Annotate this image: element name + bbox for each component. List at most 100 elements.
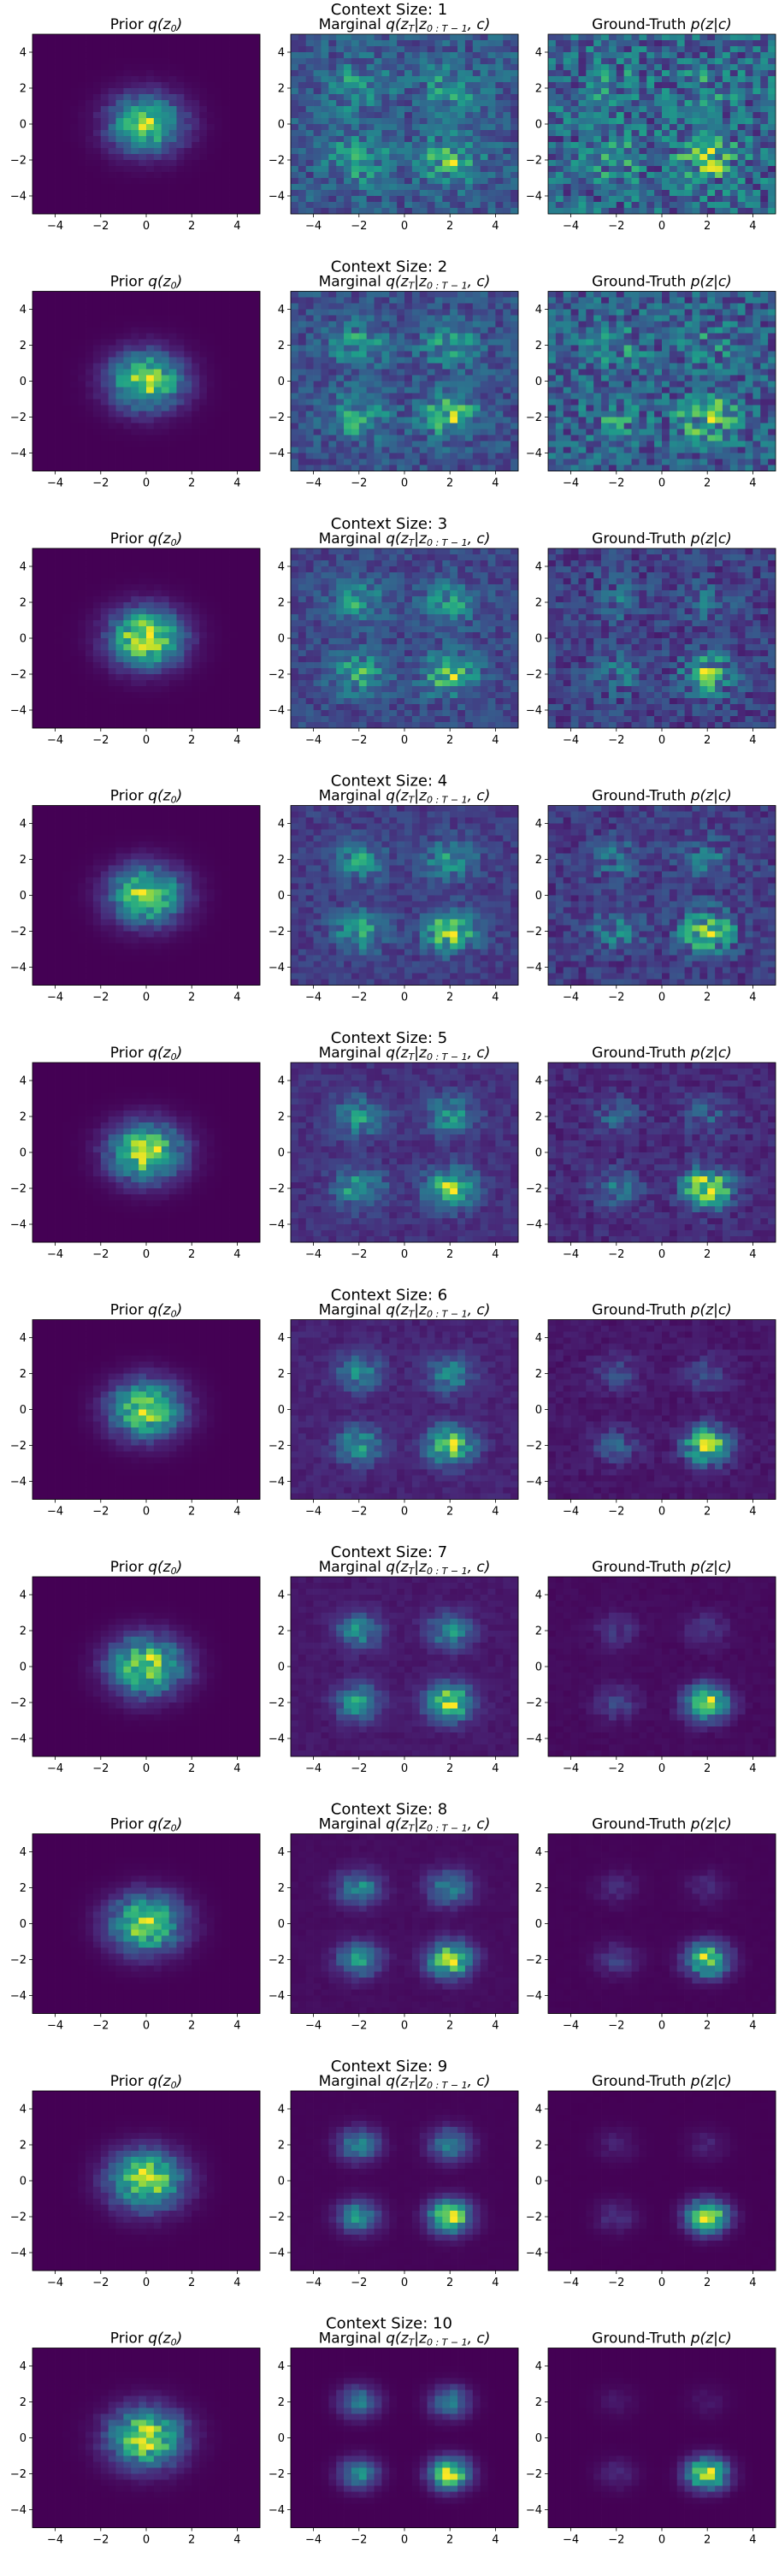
heatmap-cell <box>306 166 314 172</box>
heatmap-cell <box>146 166 154 172</box>
heatmap-cell <box>176 400 184 406</box>
heatmap-cell <box>351 184 359 190</box>
heatmap-cell <box>40 429 48 435</box>
heatmap-cell <box>375 423 382 429</box>
heatmap-cell <box>215 334 222 340</box>
heatmap-cell <box>495 64 503 70</box>
heatmap-cell <box>306 196 314 202</box>
heatmap-cell <box>768 142 776 148</box>
heatmap-cell <box>738 292 746 298</box>
heatmap-cell <box>359 172 367 178</box>
heatmap-cell <box>428 184 435 190</box>
heatmap-cell <box>768 202 776 208</box>
heatmap-cell <box>617 310 624 316</box>
heatmap-cell <box>169 190 177 196</box>
heatmap-cell <box>367 40 375 46</box>
heatmap-cell <box>707 172 715 178</box>
heatmap-cell <box>510 352 518 358</box>
heatmap-cell <box>146 322 154 328</box>
heatmap-cell <box>32 298 40 304</box>
heatmap-cell <box>723 322 730 328</box>
heatmap-cell <box>40 328 48 334</box>
heatmap-cell <box>70 370 78 376</box>
heatmap-cell <box>586 310 593 316</box>
heatmap-cell <box>199 40 207 46</box>
heatmap-cell <box>291 172 298 178</box>
heatmap-cell <box>677 322 685 328</box>
heatmap-cell <box>760 148 768 154</box>
heatmap-cell <box>450 423 457 429</box>
heatmap-cell <box>389 316 397 322</box>
heatmap-cell <box>465 364 473 370</box>
heatmap-cell <box>237 58 245 64</box>
heatmap-cell <box>481 46 488 52</box>
heatmap-cell <box>70 322 78 328</box>
heatmap-cell <box>510 435 518 441</box>
heatmap-cell <box>154 298 162 304</box>
heatmap-cell <box>291 58 298 64</box>
heatmap-cell <box>245 172 252 178</box>
heatmap-cell <box>685 88 693 94</box>
heatmap-cell <box>670 106 677 112</box>
heatmap-cell <box>609 112 617 118</box>
heatmap-cell <box>184 322 192 328</box>
heatmap-cell <box>442 370 450 376</box>
heatmap-cell <box>40 208 48 214</box>
heatmap-cell <box>176 310 184 316</box>
heatmap-cell <box>768 304 776 310</box>
heatmap-cell <box>314 124 322 130</box>
heatmap-cell <box>609 160 617 166</box>
heatmap-cell <box>169 154 177 160</box>
heatmap-cell <box>56 208 63 214</box>
y-tick-label: 2 <box>535 83 542 96</box>
heatmap-cell <box>768 160 776 166</box>
heatmap-cell <box>222 328 230 334</box>
heatmap-cell <box>715 64 723 70</box>
heatmap-cell <box>176 196 184 202</box>
heatmap-cell <box>207 178 215 184</box>
heatmap-cell <box>428 34 435 40</box>
heatmap-cell <box>359 423 367 429</box>
heatmap-cell <box>123 52 131 58</box>
heatmap-cell <box>677 76 685 82</box>
heatmap-cell <box>548 190 556 196</box>
heatmap-cell <box>56 310 63 316</box>
heatmap-cell <box>86 441 93 447</box>
y-tick-label: −2 <box>10 412 27 424</box>
heatmap-cell <box>707 322 715 328</box>
heatmap-cell <box>321 94 328 100</box>
heatmap-cell <box>457 334 465 340</box>
heatmap-cell <box>32 388 40 394</box>
heatmap-cell <box>32 118 40 124</box>
heatmap-cell <box>609 52 617 58</box>
heatmap-cell <box>715 136 723 142</box>
heatmap-cell <box>230 310 238 316</box>
heatmap-cell <box>252 310 260 316</box>
heatmap-cell <box>707 340 715 346</box>
heatmap-cell <box>503 190 510 196</box>
heatmap-cell <box>199 358 207 364</box>
heatmap-cell <box>169 298 177 304</box>
heatmap-cell <box>298 328 306 334</box>
heatmap-cell <box>404 423 412 429</box>
heatmap-cell <box>699 76 707 82</box>
heatmap-cell <box>93 459 101 465</box>
heatmap-cell <box>222 447 230 453</box>
heatmap-cell <box>184 82 192 88</box>
heatmap-cell <box>328 136 336 142</box>
heatmap-cell <box>639 94 646 100</box>
heatmap-cell <box>617 136 624 142</box>
heatmap-cell <box>154 370 162 376</box>
heatmap-cell <box>101 88 109 94</box>
heatmap-cell <box>768 112 776 118</box>
heatmap-cell <box>617 148 624 154</box>
heatmap-cell <box>40 154 48 160</box>
heatmap-cell <box>692 100 699 106</box>
heatmap-cell <box>321 400 328 406</box>
heatmap-cell <box>473 310 481 316</box>
heatmap-cell <box>495 465 503 471</box>
heatmap-cell <box>328 346 336 352</box>
heatmap-cell <box>404 70 412 76</box>
heatmap-cell <box>116 202 124 208</box>
heatmap-cell <box>503 310 510 316</box>
